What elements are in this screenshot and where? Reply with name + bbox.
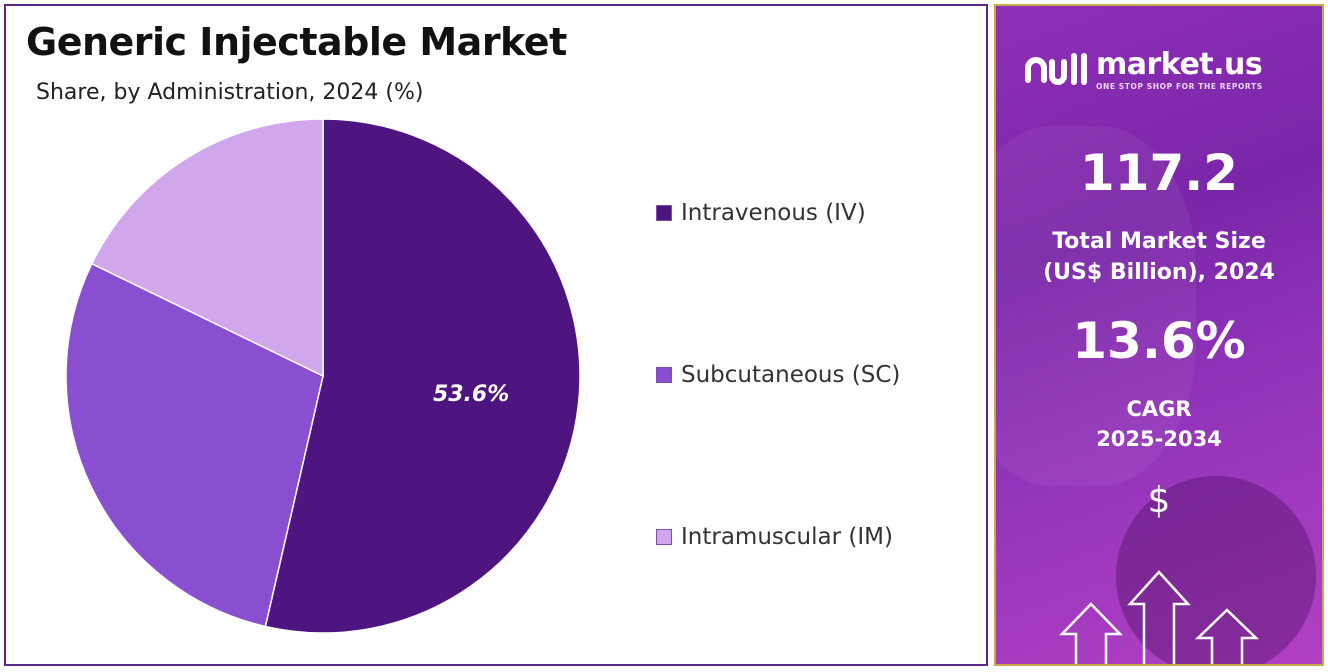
pie-slice-intramuscular-im bbox=[90, 118, 324, 378]
legend-swatch bbox=[656, 367, 672, 383]
brand-logo: market.us ONE STOP SHOP FOR THE REPORTS bbox=[1024, 50, 1263, 91]
background-shape bbox=[1116, 476, 1316, 664]
legend-item: Intramuscular (IM) bbox=[656, 524, 893, 550]
market-size-label: Total Market Size (US$ Billion), 2024 bbox=[996, 226, 1322, 288]
legend-swatch bbox=[656, 529, 672, 545]
dollar-icon: $ bbox=[1147, 480, 1171, 521]
chart-title: Generic Injectable Market bbox=[26, 20, 567, 64]
legend-swatch bbox=[656, 205, 672, 221]
cagr-label-line2: 2025-2034 bbox=[1096, 427, 1222, 451]
legend-label: Intravenous (IV) bbox=[681, 200, 866, 226]
legend-item: Intravenous (IV) bbox=[656, 200, 866, 226]
market-size-value: 117.2 bbox=[1079, 144, 1239, 202]
cagr-label: CAGR 2025-2034 bbox=[996, 394, 1322, 454]
pie-slice-subcutaneous-sc bbox=[65, 262, 324, 628]
chart-subtitle: Share, by Administration, 2024 (%) bbox=[36, 80, 424, 105]
cagr-label-line1: CAGR bbox=[1126, 397, 1192, 421]
brand-name: market.us bbox=[1096, 47, 1263, 82]
market-us-logo-icon bbox=[1025, 53, 1087, 85]
up-arrow-icon bbox=[1059, 570, 1260, 664]
pie-slice-intravenous-iv bbox=[264, 118, 581, 634]
cagr-value: 13.6% bbox=[1072, 312, 1246, 370]
market-size-label-line2: (US$ Billion), 2024 bbox=[1043, 260, 1275, 285]
legend-item: Subcutaneous (SC) bbox=[656, 362, 900, 388]
brand-tagline: ONE STOP SHOP FOR THE REPORTS bbox=[1096, 82, 1263, 91]
market-size-label-line1: Total Market Size bbox=[1052, 229, 1266, 254]
chart-panel: Generic Injectable Market Share, by Admi… bbox=[4, 4, 988, 666]
background-shape bbox=[996, 126, 1196, 486]
pie-chart: 53.6% bbox=[65, 118, 581, 634]
summary-panel: market.us ONE STOP SHOP FOR THE REPORTS … bbox=[994, 4, 1324, 666]
legend-label: Intramuscular (IM) bbox=[681, 524, 893, 550]
legend-label: Subcutaneous (SC) bbox=[681, 362, 901, 388]
pie-data-label: 53.6% bbox=[433, 382, 509, 407]
